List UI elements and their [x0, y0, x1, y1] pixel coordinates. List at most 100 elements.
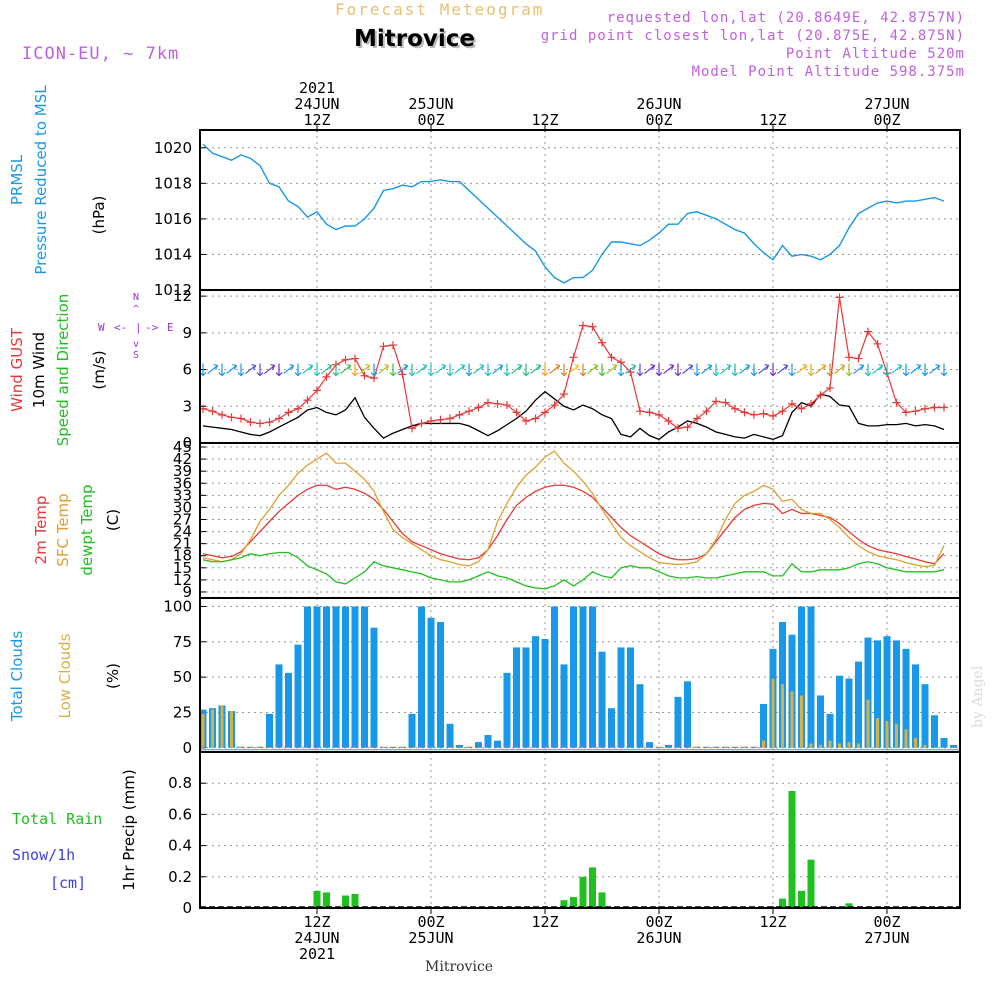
- y-tick-label: 18: [173, 547, 192, 565]
- wind-direction-arrow: [359, 363, 371, 375]
- wind-direction-arrow: [625, 363, 637, 375]
- meteogram-subtitle: Forecast Meteogram: [335, 0, 545, 19]
- time-label: 00Z 25JUN: [391, 914, 471, 946]
- total-cloud-bar: [703, 746, 710, 748]
- wind-direction-arrow: [940, 363, 948, 377]
- wind-gust-marker: [911, 407, 920, 416]
- wind-direction-arrow: [294, 363, 302, 377]
- wind-direction-arrow: [826, 363, 834, 377]
- rain-bar: [845, 903, 853, 908]
- station-footer: Mitrovice: [425, 959, 494, 975]
- wind-direction-arrow: [332, 363, 340, 377]
- wind-gust-marker: [246, 418, 255, 427]
- total-cloud-bar: [741, 746, 748, 748]
- y-tick-label: 0.6: [168, 805, 192, 823]
- y-tick-label: 45: [173, 438, 192, 456]
- wind-gust-marker: [351, 354, 359, 363]
- wind-direction-arrow: [644, 363, 656, 375]
- temp-2m-label: 2m Temp: [32, 496, 50, 565]
- wind-gust-marker: [750, 410, 758, 419]
- y-tick-label: 75: [173, 633, 192, 651]
- total-cloud-bar: [256, 746, 264, 748]
- wind-gust-marker: [237, 414, 245, 423]
- wind-gust-marker: [873, 339, 882, 348]
- wind-direction-arrow: [378, 363, 390, 375]
- total-cloud-bar: [494, 740, 501, 748]
- wind-gust-marker: [294, 404, 302, 413]
- total-cloud-bar: [418, 606, 425, 748]
- time-label-line: 00Z: [873, 111, 901, 129]
- low-cloud-bar: [866, 699, 870, 748]
- y-tick-label: 50: [173, 668, 192, 686]
- wind-direction-arrow: [416, 363, 428, 375]
- low-cloud-bar: [762, 740, 765, 748]
- wind-gust-marker: [436, 415, 445, 424]
- wind-direction-arrow: [207, 363, 219, 375]
- wind-direction-arrow: [226, 363, 238, 375]
- compass-east: E: [167, 321, 174, 334]
- rain-bar: [589, 867, 596, 908]
- wind-gust-marker: [636, 407, 644, 416]
- low-cloud-bar: [781, 684, 784, 748]
- total-cloud-bar: [237, 746, 245, 748]
- total-cloud-bar: [589, 606, 596, 748]
- total-cloud-bar: [712, 746, 720, 748]
- wind-direction-arrow: [720, 363, 732, 375]
- total-cloud-bar: [361, 606, 368, 748]
- low-cloud-bar: [800, 695, 803, 748]
- low-cloud-bar: [201, 713, 205, 748]
- total-cloud-bar: [503, 672, 511, 748]
- time-label-line: 00Z: [645, 913, 673, 931]
- time-label: 12Z: [505, 914, 585, 930]
- y-tick-label: 27: [173, 510, 192, 528]
- time-label-line: 12Z: [303, 913, 331, 931]
- wind-direction-arrow: [731, 363, 739, 377]
- wind-direction-arrow: [568, 363, 580, 375]
- wind-gust-marker: [835, 293, 844, 302]
- pressure-label-prmsl: PRMSL: [8, 154, 26, 205]
- y-tick-label: 3: [182, 397, 192, 415]
- low-cloud-bar: [847, 742, 851, 748]
- rain-bar: [313, 890, 321, 908]
- total-cloud-bar: [266, 713, 273, 748]
- total-cloud-bar: [304, 606, 311, 748]
- wind-gust-marker: [427, 416, 435, 425]
- total-cloud-bar: [665, 744, 672, 748]
- time-label: 12Z 24JUN 2021: [277, 914, 357, 962]
- time-label-line: 2021: [298, 79, 336, 97]
- total-cloud-bar: [275, 664, 283, 748]
- total-cloud-bar: [617, 647, 625, 748]
- rain-bar: [351, 893, 359, 908]
- y-tick-label: 0.8: [168, 774, 192, 792]
- time-label: 00Z 27JUN: [847, 914, 927, 946]
- wind-gust-marker: [807, 399, 815, 408]
- total-cloud-bar: [351, 606, 359, 748]
- wind-gust-marker: [512, 408, 521, 417]
- panel-frame: [199, 289, 961, 444]
- total-cloud-bar: [608, 708, 615, 748]
- wind-direction-arrow: [777, 363, 789, 375]
- wind-gust-marker: [902, 408, 910, 417]
- time-label: 00Z 26JUN: [619, 914, 699, 946]
- low-cloud-bar: [771, 678, 775, 748]
- wind-gust-marker: [683, 423, 692, 432]
- wind-gust-marker: [303, 396, 312, 405]
- total-cloud-bar: [313, 606, 321, 748]
- time-label-line: 2021: [298, 945, 336, 963]
- wind-direction-arrow: [788, 363, 796, 377]
- total-cloud-bar: [513, 647, 520, 748]
- wind-gust-marker: [208, 407, 217, 416]
- wind-gust-marker: [854, 354, 863, 363]
- point-altitude: Point Altitude 520m: [785, 46, 965, 62]
- low-cloud-bar: [914, 737, 917, 748]
- total-cloud-bar: [693, 746, 701, 748]
- y-tick-label: 12: [173, 287, 192, 305]
- total-cloud-bar: [940, 737, 948, 748]
- grid-point-coordinates: grid point closest lon,lat (20.875E, 42.…: [540, 28, 965, 44]
- total-cloud-bar: [294, 644, 302, 748]
- temp-unit: (C): [104, 509, 122, 531]
- wind-gust-marker: [503, 401, 511, 410]
- total-cloud-bar: [475, 742, 482, 748]
- wind-direction-arrow: [807, 363, 815, 377]
- total-cloud-bar: [323, 606, 330, 748]
